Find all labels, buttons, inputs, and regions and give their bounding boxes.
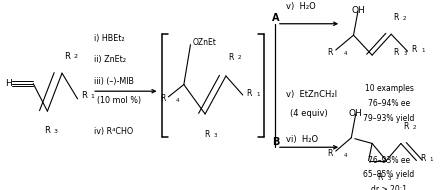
Text: 76–93% ee: 76–93% ee	[368, 156, 410, 165]
Text: iv) R⁴CHO: iv) R⁴CHO	[94, 127, 133, 136]
Text: R: R	[327, 149, 333, 158]
Text: i) HBEt₂: i) HBEt₂	[94, 33, 124, 43]
Text: 76–94% ee: 76–94% ee	[368, 99, 410, 108]
Text: v)  H₂O: v) H₂O	[286, 2, 315, 11]
Text: OH: OH	[349, 108, 363, 118]
Text: 2: 2	[74, 55, 78, 59]
Text: 65–85% yield: 65–85% yield	[363, 170, 415, 179]
Text: 4: 4	[343, 51, 347, 56]
Text: (10 mol %): (10 mol %)	[97, 96, 142, 105]
Text: 1: 1	[91, 94, 95, 99]
Text: R: R	[44, 126, 50, 135]
Text: v)  EtZnCH₂I: v) EtZnCH₂I	[286, 90, 337, 100]
Text: 2: 2	[403, 16, 407, 21]
Text: 79–93% yield: 79–93% yield	[363, 114, 415, 123]
Text: 1: 1	[430, 157, 433, 162]
Text: R: R	[420, 154, 425, 163]
Text: 2: 2	[238, 55, 241, 60]
Text: iii) (–)-MIB: iii) (–)-MIB	[94, 77, 134, 86]
Text: R: R	[160, 94, 165, 103]
Text: 3: 3	[403, 51, 407, 56]
Text: R: R	[204, 130, 209, 139]
Text: R: R	[246, 89, 252, 98]
Text: OZnEt: OZnEt	[193, 38, 217, 47]
Text: R: R	[403, 122, 408, 131]
Text: A: A	[272, 13, 280, 23]
Text: R: R	[393, 48, 399, 57]
Text: OH: OH	[351, 6, 365, 15]
Text: R: R	[411, 45, 416, 54]
Text: H: H	[5, 79, 12, 88]
Text: 1: 1	[256, 92, 260, 97]
Text: B: B	[272, 137, 280, 146]
Text: 4: 4	[343, 153, 347, 158]
Text: (4 equiv): (4 equiv)	[290, 108, 328, 118]
Text: ii) ZnEt₂: ii) ZnEt₂	[94, 55, 126, 64]
Text: R: R	[393, 13, 399, 22]
Text: 3: 3	[387, 176, 391, 181]
Text: 3: 3	[214, 133, 217, 138]
Text: dr > 20:1: dr > 20:1	[371, 184, 407, 190]
Text: 4: 4	[176, 98, 179, 103]
Text: 3: 3	[54, 129, 58, 134]
Text: R: R	[377, 173, 383, 182]
Text: 1: 1	[421, 48, 424, 53]
Text: 10 examples: 10 examples	[365, 84, 413, 93]
Text: R: R	[327, 48, 333, 57]
Text: R: R	[64, 51, 70, 61]
Text: R: R	[228, 52, 233, 62]
Text: 2: 2	[413, 125, 416, 130]
Text: R: R	[81, 91, 87, 101]
Text: vi)  H₂O: vi) H₂O	[286, 135, 318, 144]
